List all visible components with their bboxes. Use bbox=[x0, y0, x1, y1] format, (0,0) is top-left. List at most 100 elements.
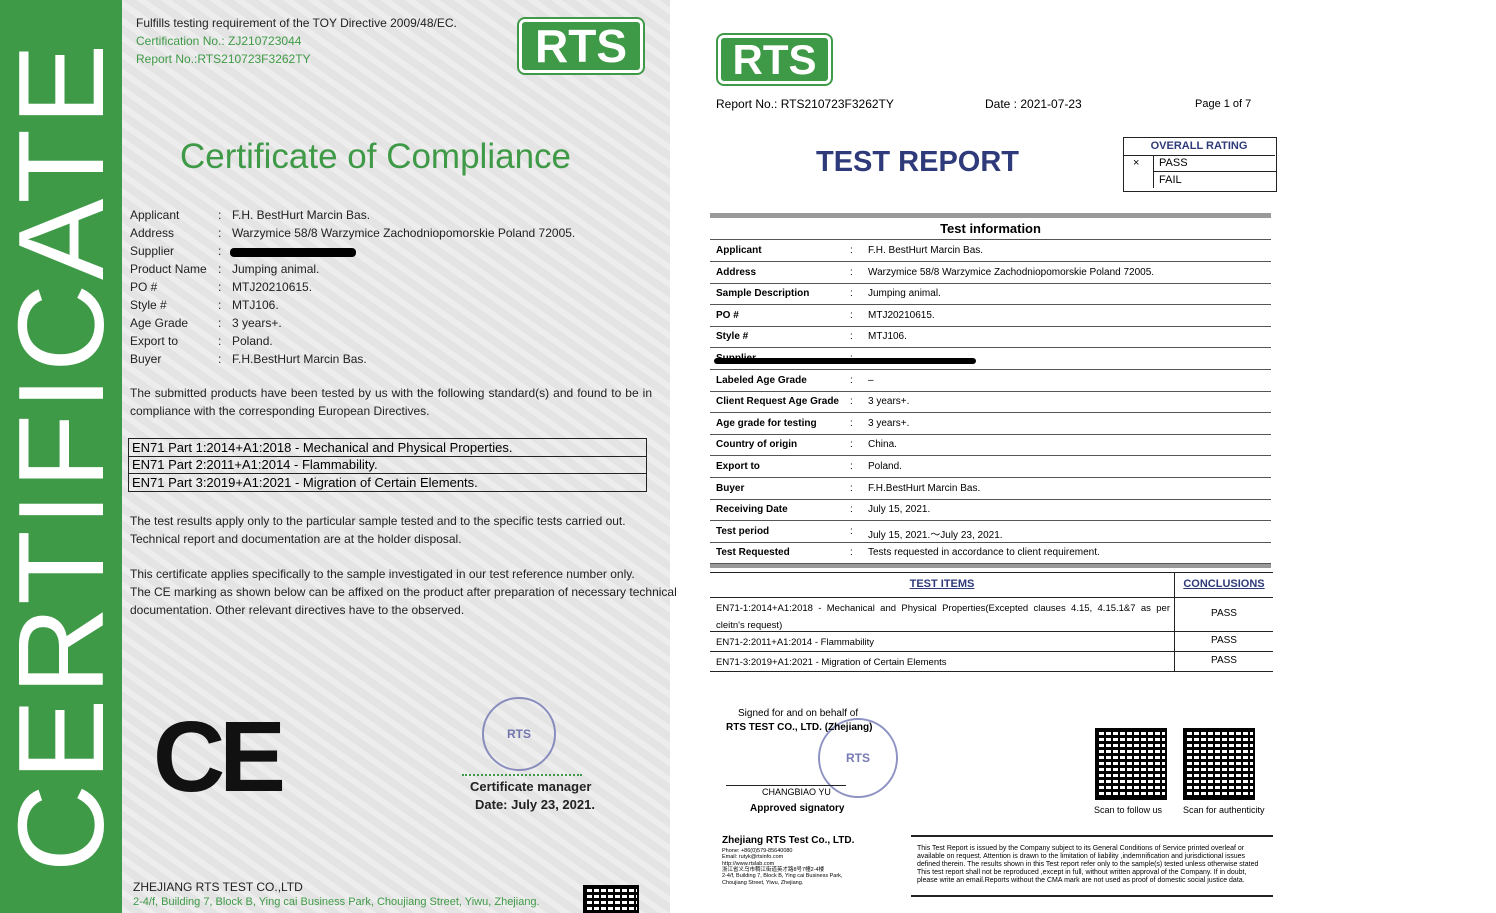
disclaimer-line: please write an email.Reports without th… bbox=[917, 877, 1245, 884]
disclaimer-line: This Test Report is issued by the Compan… bbox=[917, 845, 1245, 852]
contact-line: http://www.rtslab.com bbox=[722, 860, 775, 867]
info-value: July 15, 2021. bbox=[868, 504, 931, 516]
items-header: CONCLUSIONS bbox=[1183, 578, 1265, 590]
contact-line: Email: rutyk@rtsinfo.com bbox=[722, 854, 784, 861]
signature-line bbox=[726, 785, 846, 786]
info-colon: : bbox=[850, 482, 853, 494]
vertical-title: CERTIFICATE bbox=[0, 39, 122, 873]
disclaimer-line: This test report shall not be reproduced… bbox=[917, 869, 1247, 876]
test-item: EN71-3:2019+A1:2021 - Migration of Certa… bbox=[716, 657, 947, 668]
info-colon: : bbox=[850, 396, 853, 408]
field-colon: : bbox=[218, 280, 222, 294]
disclaimer-rule bbox=[911, 835, 1273, 837]
field-value: Poland. bbox=[232, 334, 273, 348]
field-label: Supplier bbox=[130, 244, 175, 258]
items-header: TEST ITEMS bbox=[909, 578, 975, 590]
section-title: Test information bbox=[710, 221, 1271, 240]
redaction bbox=[230, 248, 356, 257]
green-band: CERTIFICATE bbox=[0, 0, 122, 913]
info-row bbox=[710, 391, 1271, 414]
info-value: F.H.BestHurt Marcin Bas. bbox=[868, 482, 981, 494]
info-label: Receiving Date bbox=[716, 504, 788, 516]
info-row bbox=[710, 478, 1271, 500]
signer-role: Approved signatory bbox=[750, 803, 845, 814]
column-divider bbox=[1174, 572, 1175, 671]
qr-code bbox=[583, 885, 639, 913]
disclaimer-line: defined therein. The results shown in th… bbox=[917, 861, 1259, 868]
field-label: PO # bbox=[130, 280, 158, 294]
field-value: 3 years+. bbox=[232, 316, 282, 330]
info-row bbox=[710, 262, 1271, 284]
info-value: July 15, 2021.～July 23, 2021. bbox=[868, 529, 1003, 541]
signature-role: Certificate manager bbox=[470, 779, 592, 794]
field-colon: : bbox=[218, 298, 222, 312]
field-value: F.H. BestHurt Marcin Bas. bbox=[232, 208, 371, 222]
divider bbox=[710, 563, 1271, 568]
disclaimer-line: available on request. Attention is drawn… bbox=[917, 853, 1246, 860]
field-colon: : bbox=[218, 208, 222, 222]
note-line: documentation. Other relevant directives… bbox=[130, 603, 465, 617]
info-value: China. bbox=[868, 439, 897, 451]
info-value: Warzymice 58/8 Warzymice Zachodniopomors… bbox=[868, 266, 1155, 278]
report-title: TEST REPORT bbox=[816, 146, 1020, 178]
field-label: Age Grade bbox=[130, 316, 189, 330]
info-value: Poland. bbox=[868, 461, 902, 472]
info-label: Buyer bbox=[716, 482, 745, 494]
info-label: Applicant bbox=[716, 245, 762, 256]
info-row bbox=[710, 521, 1271, 543]
info-row bbox=[710, 542, 1271, 565]
info-row bbox=[710, 456, 1271, 478]
info-colon: : bbox=[850, 417, 853, 429]
field-value: Warzymice 58/8 Warzymice Zachodniopomors… bbox=[232, 226, 576, 240]
intro-line: compliance with the corresponding Europe… bbox=[130, 404, 430, 418]
note-line: This certificate applies specifically to… bbox=[130, 567, 635, 581]
disclaimer-rule bbox=[911, 895, 1273, 897]
rating-header: OVERALL RATING bbox=[1123, 140, 1275, 156]
field-label: Export to bbox=[130, 334, 179, 348]
note-line: The test results apply only to the parti… bbox=[130, 514, 626, 528]
row-rule bbox=[710, 651, 1273, 652]
test-item: EN71-2:2011+A1:2014 - Flammability bbox=[716, 637, 874, 648]
field-colon: : bbox=[218, 226, 222, 240]
info-label: Export to bbox=[716, 461, 760, 472]
info-row bbox=[710, 499, 1271, 522]
test-result: PASS bbox=[1211, 635, 1237, 646]
test-result: PASS bbox=[1211, 655, 1237, 666]
info-label: Sample Description bbox=[716, 288, 810, 300]
field-value: MTJ106. bbox=[232, 298, 279, 312]
rating-label: PASS bbox=[1159, 157, 1188, 169]
rating-mark: × bbox=[1133, 157, 1140, 169]
field-value: Jumping animal. bbox=[232, 262, 320, 276]
qr-code bbox=[1095, 728, 1167, 800]
info-value: – bbox=[868, 374, 874, 386]
qr-caption: Scan for authenticity bbox=[1183, 805, 1265, 815]
contact-line: Phone: +86(0)579-85640080 bbox=[722, 848, 793, 854]
info-colon: : bbox=[850, 439, 853, 451]
rating-label: FAIL bbox=[1159, 174, 1182, 186]
footer-company: ZHEJIANG RTS TEST CO.,LTD bbox=[133, 880, 303, 894]
qr-code bbox=[1183, 728, 1255, 800]
cert-logo: RTS bbox=[519, 19, 643, 73]
info-label: Age grade for testing bbox=[716, 417, 817, 429]
info-colon: : bbox=[850, 331, 853, 343]
header-line: Certification No.: ZJ210723044 bbox=[136, 34, 302, 48]
header-line: Report No.:RTS210723F3262TY bbox=[136, 52, 311, 66]
field-value: MTJ20210615. bbox=[232, 280, 313, 294]
field-colon: : bbox=[218, 316, 222, 330]
field-label: Product Name bbox=[130, 262, 207, 276]
stamp: RTS bbox=[482, 697, 556, 771]
info-value: MTJ106. bbox=[868, 331, 907, 343]
qr-caption: Scan to follow us bbox=[1094, 805, 1163, 815]
signer: CHANGBIAO YU bbox=[762, 787, 831, 797]
info-value: Jumping animal. bbox=[868, 288, 941, 300]
info-value: 3 years+. bbox=[868, 396, 910, 408]
footer-address: 2-4/f, Building 7, Block B, Ying cai Bus… bbox=[133, 896, 540, 908]
row-rule bbox=[710, 671, 1273, 672]
contact-line: Choujiang Street, Yiwu, Zhejiang. bbox=[722, 879, 804, 886]
info-colon: : bbox=[850, 504, 853, 516]
contact-line: 2-4/f, Building 7, Block B, Ying cai Bus… bbox=[722, 873, 843, 880]
info-colon: : bbox=[850, 461, 853, 472]
intro-line: The submitted products have been tested … bbox=[130, 386, 652, 400]
rating-cell bbox=[1153, 155, 1276, 172]
